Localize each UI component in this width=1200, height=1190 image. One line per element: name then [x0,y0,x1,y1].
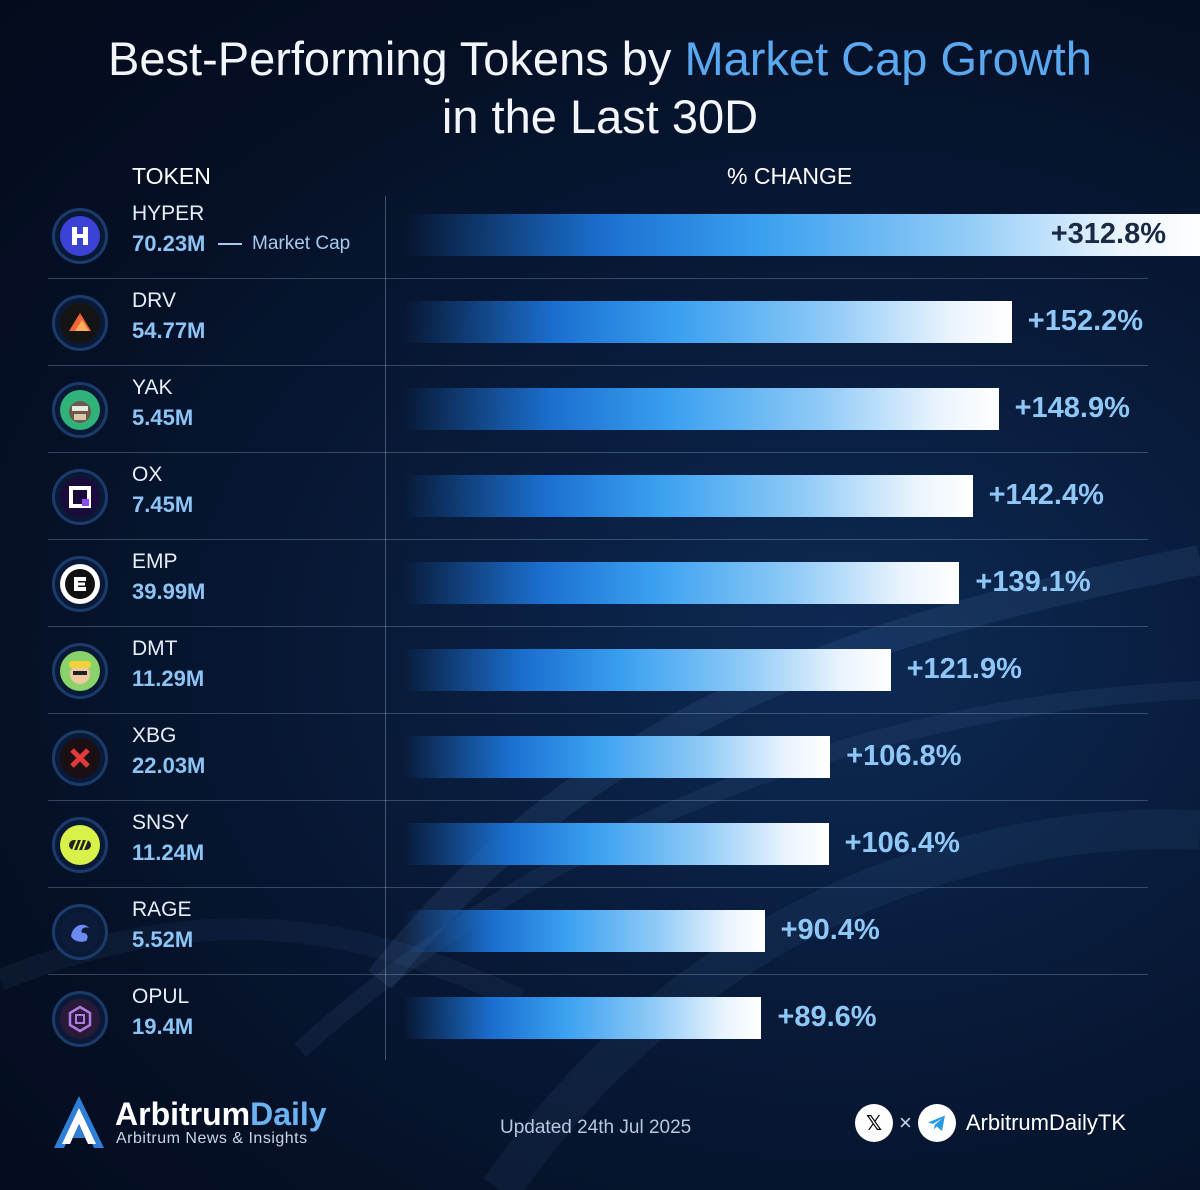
bar-emp [403,562,960,604]
separator: × [899,1110,912,1135]
bar-ox [403,475,973,517]
token-row: HYPER 70.23M Market Cap [48,192,1148,279]
token-row: EMP 39.99M [48,540,1148,627]
token-symbol: XBG [132,724,177,747]
token-market-cap: 5.52M [132,927,194,952]
social-links: 𝕏 × ArbitrumDailyTK [855,1104,1126,1142]
row-separator [48,974,1148,975]
yak-logo-icon [52,382,108,438]
rage-logo-icon [52,904,108,960]
bar-value-label: +90.4% [780,914,880,946]
row-separator [48,626,1148,627]
token-market-cap: 5.45M [132,405,194,430]
ox-logo-icon [52,469,108,525]
bar-value-label: +312.8% [1050,218,1166,250]
opul-logo-icon [52,991,108,1047]
brand-part2: Daily [250,1096,327,1132]
token-column-header: TOKEN [132,163,211,189]
row-separator [48,800,1148,801]
token-symbol: SNSY [132,811,190,834]
token-market-cap: 11.29M [132,666,205,691]
token-symbol: YAK [132,376,173,399]
token-market-cap: 22.03M [132,753,206,778]
dmt-logo-icon [52,643,108,699]
market-cap-annotation: Market Cap [218,233,350,255]
social-handle[interactable]: ArbitrumDailyTK [965,1110,1126,1135]
token-row: OPUL 19.4M [48,975,1148,1062]
change-column-header: % CHANGE [727,163,853,189]
token-row: DMT 11.29M [48,627,1148,714]
bar-drv [403,301,1012,343]
column-divider [385,196,386,1060]
token-symbol: OPUL [132,985,190,1008]
drv-logo-icon [52,295,108,351]
bar-value-label: +121.9% [906,653,1022,685]
bar-value-label: +142.4% [988,479,1104,511]
token-row: RAGE 5.52M [48,888,1148,975]
token-market-cap: 7.45M [132,492,194,517]
bar-yak [403,388,999,430]
bar-value-label: +89.6% [777,1001,877,1033]
snsy-logo-icon [52,817,108,873]
token-row: OX 7.45M [48,453,1148,540]
title-part1: Best-Performing Tokens by [108,32,685,85]
row-separator [48,452,1148,453]
token-symbol: RAGE [132,898,192,921]
token-symbol: HYPER [132,202,205,225]
token-symbol: OX [132,463,163,486]
token-symbol: EMP [132,550,178,573]
bar-xbg [403,736,831,778]
arbitrum-daily-logo-icon [54,1096,104,1148]
x-icon[interactable]: 𝕏 [855,1104,893,1142]
token-market-cap: 39.99M [132,579,206,604]
bar-value-label: +148.9% [1014,392,1130,424]
telegram-icon[interactable] [917,1104,956,1142]
brand-name: ArbitrumDaily [115,1096,327,1133]
token-market-cap: 19.4M [132,1014,194,1039]
token-market-cap: 11.24M [132,840,205,865]
row-separator [48,278,1148,279]
bar-value-label: +152.2% [1027,305,1144,337]
bar-value-label: +106.8% [846,740,962,772]
brand-tagline: Arbitrum News & Insights [116,1130,308,1147]
bar-rage [403,910,765,952]
token-market-cap: 70.23M [132,231,206,256]
token-symbol: DMT [132,637,178,660]
row-separator [48,365,1148,366]
token-row: XBG 22.03M [48,714,1148,801]
row-separator [48,539,1148,540]
bar-value-label: +139.1% [975,566,1091,598]
token-row: SNSY 11.24M [48,801,1148,888]
bar-value-label: +106.4% [844,827,960,859]
token-market-cap: 54.77M [132,318,206,343]
emp-logo-icon [52,556,108,612]
bar-dmt [403,649,891,691]
row-separator [48,713,1148,714]
hyper-logo-icon [52,208,108,264]
bar-opul [403,997,762,1039]
title-line2: in the Last 30D [441,90,759,143]
title-accent: Market Cap Growth [684,32,1092,85]
chart-title: Best-Performing Tokens by Market Cap Gro… [0,30,1200,146]
token-row: DRV 54.77M [48,279,1148,366]
row-separator [48,887,1148,888]
bar-snsy [403,823,829,865]
token-row: YAK 5.45M [48,366,1148,453]
token-symbol: DRV [132,289,176,312]
brand-part1: Arbitrum [115,1096,251,1132]
updated-date: Updated 24th Jul 2025 [500,1117,692,1138]
xbg-logo-icon [52,730,108,786]
market-cap-annotation-text: Market Cap [252,233,351,254]
bar-hyper [403,214,1200,256]
